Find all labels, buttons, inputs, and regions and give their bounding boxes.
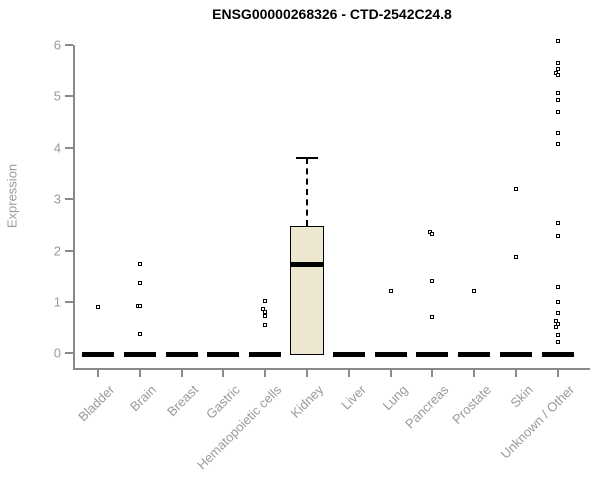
x-tick [306, 369, 308, 377]
x-axis-line [73, 368, 590, 370]
x-tick [180, 369, 183, 377]
outlier-point [555, 284, 560, 289]
outlier-point [514, 187, 518, 192]
median-line [123, 352, 156, 358]
median-line [332, 352, 365, 358]
outlier-point [430, 231, 435, 236]
outlier-point [263, 323, 268, 328]
y-tick-label: 6 [53, 37, 61, 53]
outlier-point [555, 110, 560, 115]
outlier-point [472, 288, 477, 293]
x-category-label: Unknown / Other [497, 382, 578, 462]
outlier-point [555, 333, 560, 338]
median-line [290, 262, 324, 268]
median-line [416, 352, 449, 358]
x-tick [515, 369, 517, 377]
x-category-label: Breast [164, 382, 202, 420]
y-axis-line [73, 45, 75, 369]
outlier-point [555, 61, 560, 66]
median-line [82, 352, 114, 358]
y-tick [65, 44, 73, 46]
y-tick [65, 95, 73, 98]
outlier-point [137, 280, 142, 285]
median-line [541, 352, 574, 358]
x-tick [264, 369, 267, 377]
outlier-point [555, 73, 560, 78]
outlier-point [430, 278, 435, 283]
y-tick-label: 4 [53, 140, 61, 156]
median-line [500, 352, 532, 358]
median-line [249, 352, 282, 358]
x-tick [431, 369, 434, 377]
outlier-point [555, 38, 560, 43]
outlier-point [137, 261, 142, 266]
y-tick-label: 3 [53, 191, 61, 207]
outlier-point [555, 97, 560, 102]
outlier-point [555, 299, 560, 304]
y-tick [65, 300, 73, 303]
box-iqr [290, 225, 324, 356]
x-tick [97, 369, 99, 377]
y-axis-title: Expression [4, 163, 20, 229]
outlier-point [555, 221, 560, 226]
outlier-point [388, 288, 393, 293]
y-tick [65, 146, 73, 149]
median-line [458, 352, 491, 358]
outlier-point [514, 255, 518, 260]
x-category-label: Gastric [203, 382, 244, 422]
y-tick-label: 2 [53, 243, 61, 259]
x-tick [389, 369, 392, 377]
outlier-point [96, 305, 100, 310]
y-tick-label: 0 [53, 345, 61, 361]
x-tick [138, 369, 141, 377]
x-tick [347, 369, 350, 377]
x-category-label: Kidney [287, 382, 327, 421]
x-category-label: Prostate [448, 382, 494, 427]
outlier-point [555, 234, 560, 239]
x-tick [222, 369, 225, 377]
x-category-label: Lung [379, 382, 411, 414]
outlier-point [555, 66, 560, 71]
outlier-point [555, 339, 560, 344]
outlier-point [137, 303, 142, 308]
outlier-point [555, 90, 560, 95]
outlier-point [261, 306, 266, 311]
x-category-label: Brain [127, 382, 160, 415]
y-tick-label: 1 [53, 294, 61, 310]
outlier-point [263, 310, 268, 315]
median-line [374, 352, 407, 358]
x-category-label: Liver [337, 382, 369, 413]
y-tick [65, 249, 73, 252]
y-tick [65, 198, 73, 201]
outlier-point [555, 310, 560, 315]
x-tick [473, 369, 476, 377]
upper-whisker [306, 158, 308, 226]
median-line [207, 352, 240, 358]
y-tick [65, 352, 73, 355]
outlier-point [137, 331, 142, 336]
x-category-label: Skin [507, 382, 536, 411]
whisker-cap [296, 157, 318, 160]
chart-title: ENSG00000268326 - CTD-2542C24.8 [212, 6, 452, 22]
outlier-point [553, 324, 558, 329]
x-tick [556, 369, 559, 377]
x-category-label: Bladder [75, 382, 118, 425]
outlier-point [430, 315, 435, 320]
outlier-point [555, 131, 560, 136]
outlier-point [555, 322, 560, 326]
median-line [165, 352, 198, 358]
y-tick-label: 5 [53, 88, 61, 104]
outlier-point [263, 313, 268, 318]
outlier-point [555, 142, 560, 147]
x-category-label: Pancreas [402, 382, 453, 432]
outlier-point [263, 298, 268, 303]
